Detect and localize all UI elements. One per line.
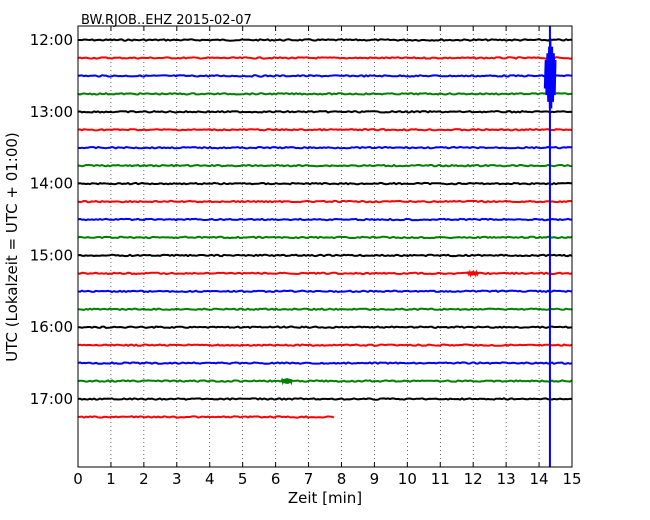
trace-line [78,38,573,42]
x-tick-label: 15 [562,470,581,488]
event-burst [466,269,480,278]
trace-line [77,361,573,365]
x-axis-label: Zeit [min] [288,489,362,507]
trace-line [77,128,573,132]
x-tick-label: 11 [431,470,450,488]
plot-frame [77,25,573,468]
trace-line [77,164,573,168]
trace-line [77,343,573,347]
trace-line [77,397,573,401]
trace-line [77,199,573,204]
trace-line [77,56,573,60]
x-tick-label: 13 [497,470,516,488]
x-tick-label: 6 [271,470,281,488]
trace-line [77,92,572,96]
y-axis-label: UTC (Lokalzeit = UTC + 01:00) [3,132,21,362]
grid-lines [110,26,540,467]
x-tick-label: 4 [205,470,215,488]
y-tick-label: 17:00 [30,390,73,408]
trace-line [77,253,573,258]
trace-line [77,217,573,222]
x-tick-label: 10 [398,470,417,488]
trace-line [77,110,573,114]
y-tick-label: 14:00 [30,175,73,193]
y-tick-label: 16:00 [30,318,73,336]
trace-line [77,379,573,383]
x-tick-label: 5 [238,470,248,488]
trace-line [77,181,573,186]
x-tick-label: 9 [370,470,380,488]
trace-lines [77,38,573,419]
y-tick-label: 13:00 [30,103,73,121]
trace-line [77,289,573,293]
x-tick-label: 14 [530,470,549,488]
trace-line [77,235,573,240]
trace-line [77,146,573,150]
x-tick-label: 12 [464,470,483,488]
trace-line [77,74,573,78]
trace-line [77,271,573,275]
trace-line [77,415,335,419]
x-tick-label: 1 [106,470,116,488]
axis-ticks: 0 1 2 3 4 5 6 7 8 9 10 11 12 13 14 1512:0013:0014:0015:… [30,26,582,488]
x-tick-label: 2 [139,470,149,488]
y-tick-label: 15:00 [30,246,73,264]
event-burst [280,377,294,386]
event-markers [280,26,557,467]
x-tick-label: 7 [304,470,314,488]
x-tick-label: 3 [172,470,182,488]
trace-line [77,325,573,329]
x-tick-label: 0 [73,470,83,488]
y-tick-label: 12:00 [30,31,73,49]
x-tick-label: 8 [337,470,347,488]
trace-line [77,307,573,311]
chart-title: BW.RJOB..EHZ 2015-02-07 [81,13,252,28]
